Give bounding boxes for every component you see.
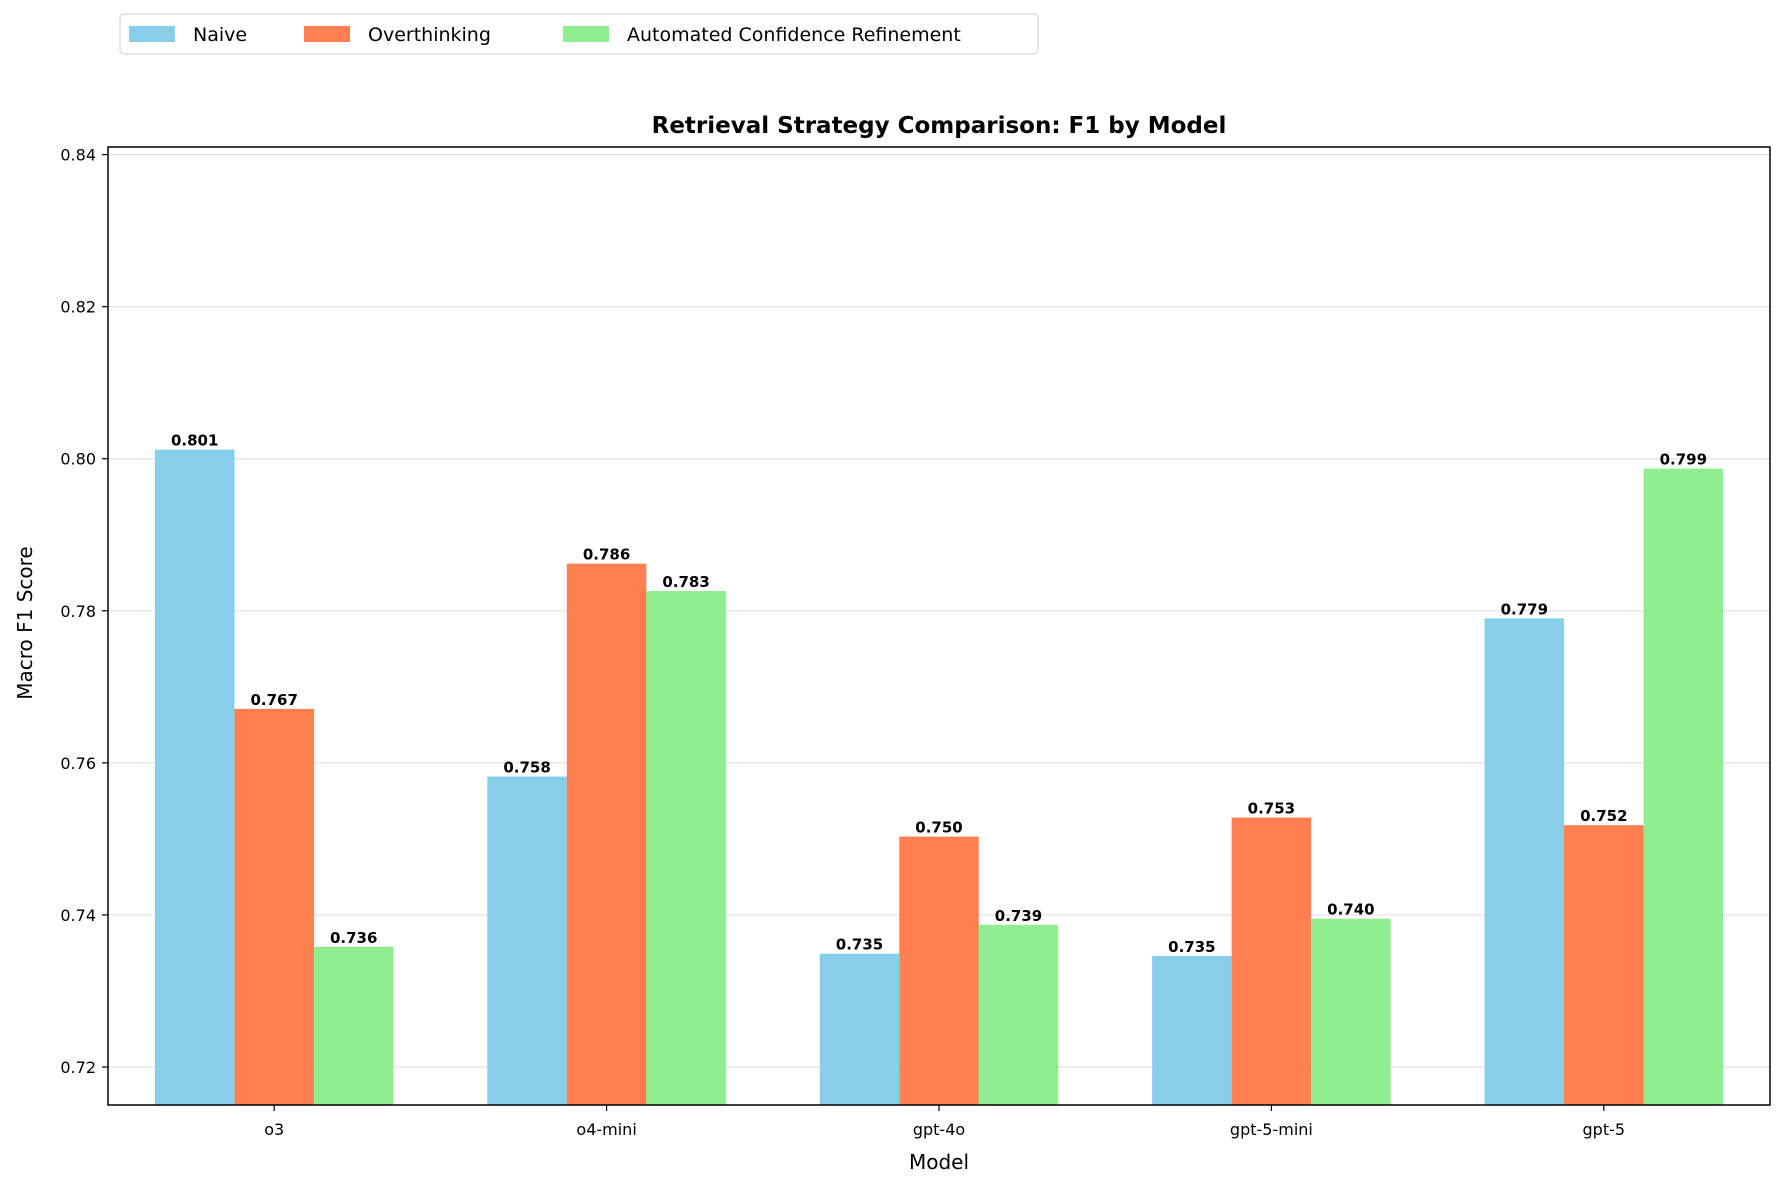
y-axis-title: Macro F1 Score	[13, 546, 37, 700]
legend-label: Naive	[193, 24, 247, 46]
bar-value-label: 0.758	[503, 759, 550, 777]
x-tick-label: gpt-4o	[913, 1120, 965, 1139]
bar-value-label: 0.779	[1501, 600, 1548, 618]
bar	[154, 449, 235, 1106]
chart-title: Retrieval Strategy Comparison: F1 by Mod…	[652, 113, 1227, 139]
bar	[646, 591, 726, 1105]
bar-value-labels: 0.801 0.767 0.736 0.758 0.786 0.783 0.735 0.750…	[171, 432, 1707, 956]
bar	[1643, 468, 1724, 1106]
legend-swatch	[129, 26, 175, 42]
bar-value-label: 0.735	[836, 936, 883, 954]
y-axis: 0.72 0.74 0.76 0.78 0.80 0.82 0.84	[60, 146, 108, 1077]
y-tick-label: 0.72	[60, 1058, 96, 1077]
bar-value-label: 0.750	[915, 819, 962, 837]
bar-value-label: 0.752	[1580, 807, 1627, 825]
bar-value-label: 0.739	[995, 907, 1042, 925]
x-tick-label: o4-mini	[576, 1120, 636, 1139]
bar	[234, 708, 314, 1105]
bar-value-label: 0.767	[250, 691, 297, 709]
bar	[487, 776, 567, 1105]
bar	[899, 836, 979, 1105]
legend-label: Automated Confidence Refinement	[627, 24, 961, 46]
y-tick-label: 0.78	[60, 602, 96, 621]
x-tick-label: gpt-5-mini	[1230, 1120, 1313, 1139]
bar-value-label: 0.786	[583, 546, 630, 564]
bar-value-label: 0.799	[1660, 451, 1707, 469]
y-tick-label: 0.84	[60, 146, 96, 165]
bar	[1484, 618, 1565, 1105]
x-axis-title: Model	[909, 1150, 969, 1174]
bar	[978, 924, 1059, 1105]
bar-value-label: 0.735	[1168, 938, 1215, 956]
bar-value-label: 0.801	[171, 432, 218, 450]
bar-value-label: 0.740	[1327, 901, 1374, 919]
bar	[1564, 825, 1644, 1105]
y-tick-label: 0.76	[60, 754, 96, 773]
legend: Naive Overthinking Automated Confidence Re…	[119, 13, 1039, 55]
bar	[313, 946, 394, 1105]
bars	[154, 449, 1724, 1106]
legend-swatch	[563, 26, 609, 42]
bar	[1311, 918, 1391, 1105]
bar-value-label: 0.783	[662, 573, 709, 591]
y-tick-label: 0.80	[60, 450, 96, 469]
y-tick-label: 0.74	[60, 906, 96, 925]
legend-swatch	[304, 26, 350, 42]
bar	[566, 563, 647, 1105]
bar	[1231, 817, 1312, 1105]
y-tick-label: 0.82	[60, 298, 96, 317]
x-tick-label: o3	[264, 1120, 284, 1139]
x-axis: o3 o4-mini gpt-4o gpt-5-mini gpt-5	[264, 1105, 1625, 1139]
bar-value-label: 0.736	[330, 929, 377, 947]
bar	[1152, 955, 1232, 1105]
bar-value-label: 0.753	[1248, 800, 1295, 818]
x-tick-label: gpt-5	[1583, 1120, 1626, 1139]
legend-label: Overthinking	[368, 24, 491, 46]
bar	[819, 953, 900, 1105]
